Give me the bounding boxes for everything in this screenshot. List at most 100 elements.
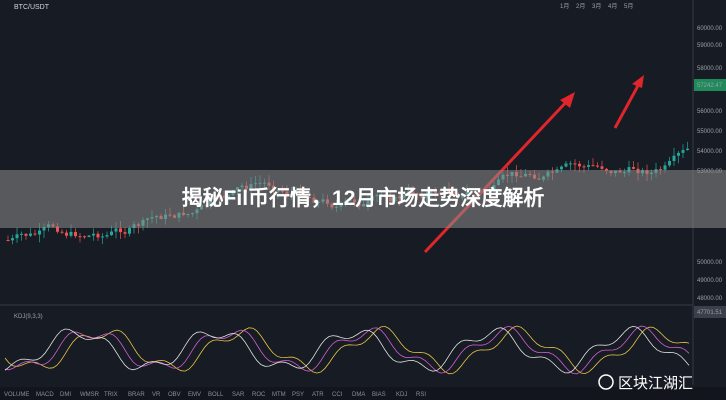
tab[interactable]: EMV (188, 392, 201, 398)
time-label: 2月 (576, 3, 585, 10)
tab[interactable]: WMSR (80, 392, 100, 398)
candle (74, 231, 77, 237)
time-label: 4月 (608, 3, 617, 10)
candle (128, 228, 131, 234)
price-label: 55000.00 (697, 129, 723, 135)
tab-bar (0, 387, 726, 400)
candle (87, 235, 91, 237)
candle (33, 233, 37, 235)
watermark-logo (598, 374, 614, 390)
candle (96, 233, 100, 238)
tab[interactable]: ROC (252, 392, 266, 398)
candle (119, 228, 122, 233)
title: 揭秘Fil币行情，12月市场走势深度解析 (182, 186, 545, 210)
price-highlight (694, 306, 726, 318)
candle (6, 240, 10, 241)
arrow (613, 81, 642, 129)
tab[interactable]: SAR (232, 392, 245, 398)
kdj-line (4, 325, 690, 374)
price-label: 48000.00 (697, 296, 723, 302)
arrow-head (632, 75, 644, 88)
tab[interactable]: OBV (168, 392, 181, 398)
tab[interactable]: PSY (292, 392, 304, 398)
pair: BTC/USDT (14, 4, 50, 11)
candle (587, 165, 590, 167)
tab[interactable]: MACD (36, 392, 54, 398)
kdj-lines (4, 325, 690, 375)
candle (596, 165, 599, 167)
tab[interactable]: BIAS (372, 392, 386, 398)
price-highlight (694, 79, 726, 91)
candle (677, 152, 680, 156)
tab[interactable]: MTM (272, 392, 286, 398)
candle (605, 168, 608, 171)
price-label: 59000.00 (697, 43, 723, 49)
candle (600, 166, 604, 169)
candle (105, 235, 109, 237)
time-label: 1月 (560, 3, 569, 10)
tab[interactable]: RSI (416, 392, 426, 398)
watermark: 区块江湖汇 (618, 375, 693, 392)
candle (114, 228, 118, 232)
candle (60, 231, 64, 233)
title-band (0, 170, 726, 228)
candle (663, 165, 667, 170)
price-label: 56000.00 (697, 109, 723, 115)
candle (83, 236, 86, 238)
price-label: 54000.00 (697, 149, 723, 155)
candle (632, 167, 635, 169)
tab[interactable]: BOLL (208, 392, 224, 398)
candle (56, 226, 59, 232)
candle (38, 230, 41, 235)
tab[interactable]: BRAR (128, 392, 145, 398)
candle (668, 160, 671, 166)
tab[interactable]: DMI (60, 392, 71, 398)
price-label: 57242.47 (697, 83, 723, 89)
candle (578, 163, 581, 167)
candle (42, 227, 46, 231)
indicator-label: KDJ(9,3,3) (14, 314, 43, 320)
candle (591, 165, 595, 167)
candle (65, 232, 68, 236)
candle (582, 166, 586, 168)
candle (686, 148, 689, 150)
price-label: 49000.00 (697, 278, 723, 284)
tab[interactable]: ATR (312, 392, 324, 398)
candle (11, 238, 14, 241)
candle (24, 233, 28, 236)
candle (78, 236, 82, 238)
candle (672, 155, 676, 161)
arrow-head (560, 92, 575, 108)
candle (659, 169, 662, 171)
tab[interactable]: VR (152, 392, 161, 398)
price-label: 50000.00 (697, 260, 723, 266)
price-label: 60000.00 (697, 26, 723, 32)
candle (573, 163, 577, 165)
tab[interactable]: VOLUME (4, 392, 29, 398)
candle (681, 149, 685, 153)
candle (101, 236, 104, 238)
candle (20, 233, 23, 235)
kdj-line (4, 325, 690, 375)
tabs: VOLUME MACD DMI WMSR TRIX BRAR VR OBV EMV BOLL SAR… (4, 392, 426, 398)
tab[interactable]: CCI (332, 392, 343, 398)
tab[interactable]: KDJ (396, 392, 407, 398)
candle (569, 163, 572, 165)
candle (110, 231, 113, 236)
time-label: 5月 (624, 3, 633, 10)
candle (15, 234, 19, 239)
price-label: 58000.00 (697, 66, 723, 72)
candle (92, 233, 95, 236)
candle (123, 232, 127, 234)
price-label: 47701.51 (697, 310, 723, 316)
time-axis: 1月 2月 3月 4月 5月 (560, 3, 633, 10)
time-label: 3月 (592, 3, 601, 10)
tab[interactable]: TRIX (104, 392, 118, 398)
candle (69, 231, 73, 236)
candle (29, 233, 32, 236)
candle (560, 166, 563, 170)
candle (627, 167, 631, 173)
candle (564, 163, 568, 167)
tab[interactable]: DMA (352, 392, 365, 398)
